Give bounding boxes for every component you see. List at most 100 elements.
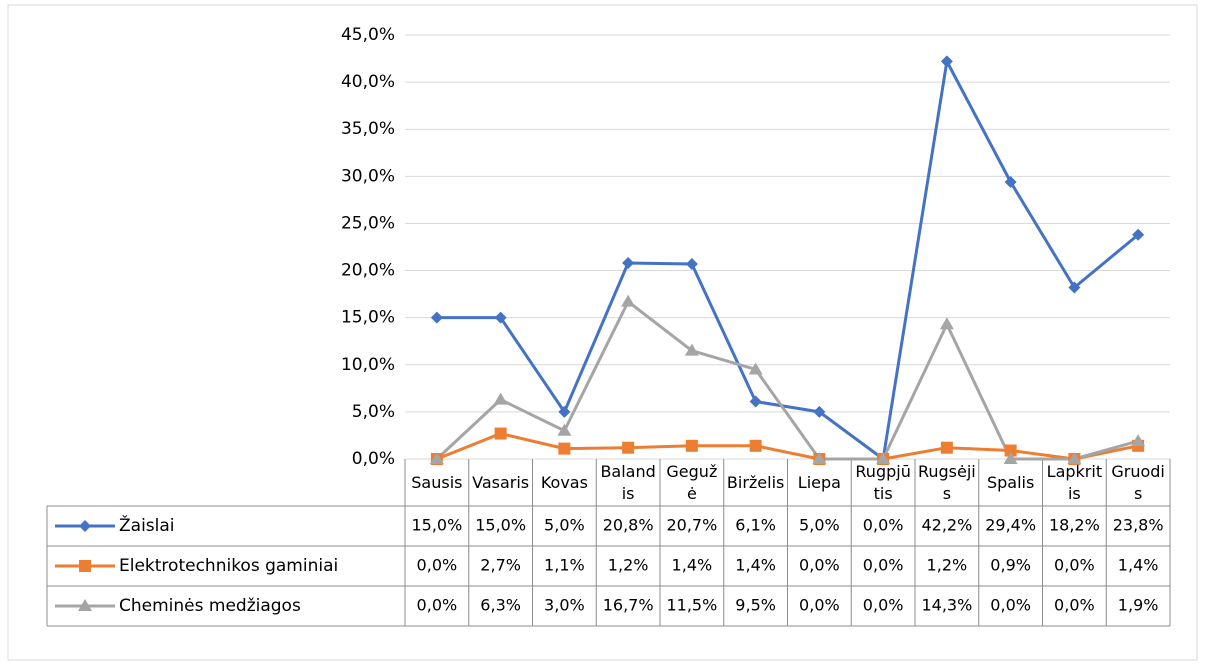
- legend-marker: [79, 560, 91, 572]
- table-value: 3,0%: [544, 596, 585, 615]
- x-tick-label: Gruodis: [1111, 461, 1165, 503]
- legend-label: Elektrotechnikos gaminiai: [119, 556, 338, 576]
- x-tick-label: Balandis: [600, 461, 656, 503]
- line: [435, 300, 1139, 461]
- table-value: 0,0%: [863, 596, 904, 615]
- table-value: 18,2%: [1049, 516, 1100, 535]
- marker: [876, 452, 891, 464]
- marker: [940, 55, 953, 68]
- y-tick-label: 20,0%: [341, 261, 395, 281]
- marker: [940, 441, 953, 454]
- table-value: 6,1%: [735, 516, 776, 535]
- table-value: 20,8%: [603, 516, 654, 535]
- line: [436, 59, 1140, 461]
- marker: [1131, 434, 1146, 447]
- x-tick-label: Gegužė: [666, 461, 718, 503]
- marker: [494, 427, 507, 440]
- marker: [685, 257, 698, 270]
- table-value: 42,2%: [921, 516, 972, 535]
- table-value: 0,0%: [1054, 556, 1095, 575]
- table-value: 0,0%: [1054, 596, 1095, 615]
- table-value: 5,0%: [799, 516, 840, 535]
- table-value: 14,3%: [921, 596, 972, 615]
- marker: [1003, 452, 1018, 464]
- marker: [939, 317, 954, 330]
- y-tick-label: 10,0%: [341, 355, 395, 375]
- marker: [1132, 228, 1145, 241]
- marker: [557, 423, 572, 436]
- table-value: 1,4%: [1118, 556, 1159, 575]
- table-value: 15,0%: [411, 516, 462, 535]
- x-tick-label: Kovas: [540, 472, 588, 492]
- table-value: 0,0%: [417, 556, 458, 575]
- marker: [1004, 175, 1017, 188]
- marker: [684, 343, 699, 356]
- marker: [558, 442, 571, 455]
- marker: [749, 395, 762, 408]
- marker: [429, 452, 444, 464]
- x-tick-label: Vasaris: [472, 472, 530, 492]
- table-value: 0,0%: [990, 596, 1031, 615]
- marker: [813, 405, 826, 418]
- table-value: 15,0%: [475, 516, 526, 535]
- table-value: 0,0%: [417, 596, 458, 615]
- table-value: 6,3%: [480, 596, 521, 615]
- table-value: 0,9%: [990, 556, 1031, 575]
- marker: [494, 311, 507, 324]
- table-value: 16,7%: [603, 596, 654, 615]
- marker: [1004, 444, 1017, 457]
- table-value: 29,4%: [985, 516, 1036, 535]
- table-value: 2,7%: [480, 556, 521, 575]
- legend-marker: [79, 520, 91, 532]
- x-tick-label: Spalis: [986, 472, 1035, 492]
- marker: [493, 392, 508, 405]
- table-value: 23,8%: [1113, 516, 1164, 535]
- table-value: 0,0%: [863, 556, 904, 575]
- marker: [748, 362, 763, 375]
- table-value: 1,1%: [544, 556, 585, 575]
- table-value: 1,2%: [608, 556, 649, 575]
- x-tick-label: Rugpjūtis: [855, 461, 911, 503]
- y-tick-label: 5,0%: [352, 402, 395, 422]
- y-tick-label: 25,0%: [341, 213, 395, 233]
- table-value: 9,5%: [735, 596, 776, 615]
- marker: [749, 439, 762, 452]
- y-tick-label: 15,0%: [341, 308, 395, 328]
- y-tick-label: 0,0%: [352, 449, 395, 469]
- line: [436, 432, 1139, 461]
- x-tick-label: Liepa: [797, 472, 841, 492]
- marker: [622, 257, 635, 270]
- marker: [430, 311, 443, 324]
- marker: [685, 439, 698, 452]
- table-value: 11,5%: [666, 596, 717, 615]
- table-value: 1,4%: [672, 556, 713, 575]
- marker: [558, 405, 571, 418]
- legend-marker: [78, 599, 92, 611]
- y-tick-label: 35,0%: [341, 119, 395, 139]
- table-value: 0,0%: [799, 556, 840, 575]
- table-value: 1,2%: [927, 556, 968, 575]
- table-value: 0,0%: [863, 516, 904, 535]
- y-tick-label: 30,0%: [341, 166, 395, 186]
- legend-label: Žaislai: [119, 514, 175, 536]
- table-value: 1,4%: [735, 556, 776, 575]
- legend-label: Cheminės medžiagos: [119, 596, 301, 616]
- marker: [1068, 281, 1081, 294]
- chart-border: [7, 4, 1198, 661]
- x-tick-label: Rugsėjis: [917, 461, 976, 503]
- marker: [1067, 452, 1082, 464]
- table-value: 5,0%: [544, 516, 585, 535]
- y-tick-label: 40,0%: [341, 72, 395, 92]
- x-tick-label: Lapkritis: [1046, 461, 1103, 503]
- marker: [621, 294, 636, 307]
- table-value: 20,7%: [666, 516, 717, 535]
- marker: [812, 452, 827, 464]
- marker: [622, 441, 635, 454]
- table-value: 1,9%: [1118, 596, 1159, 615]
- x-tick-label: Sausis: [411, 472, 463, 492]
- x-tick-label: Birželis: [726, 472, 785, 492]
- y-tick-label: 45,0%: [341, 25, 395, 45]
- table-value: 0,0%: [799, 596, 840, 615]
